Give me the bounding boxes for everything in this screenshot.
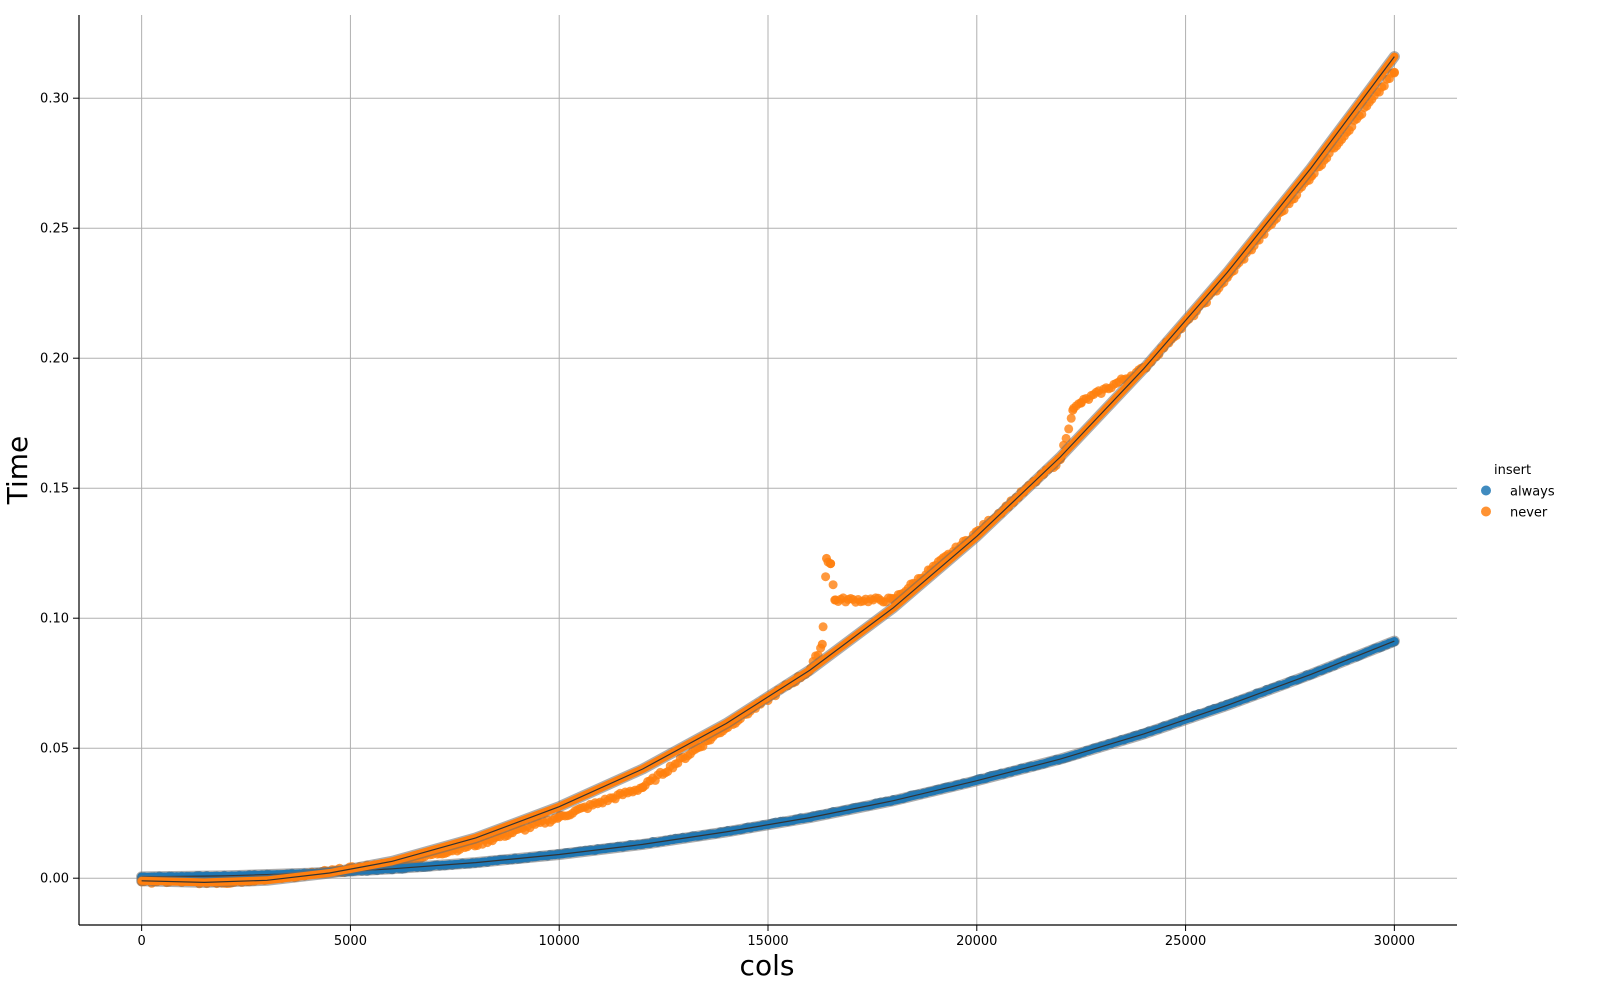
data-point-never xyxy=(830,595,840,605)
y-tick-label: 0.25 xyxy=(40,222,69,237)
legend-marker-never xyxy=(1481,506,1491,517)
legend: insert always never xyxy=(1481,463,1555,521)
y-tick-label: 0.20 xyxy=(40,352,69,367)
data-point-never xyxy=(818,622,828,632)
data-point-never xyxy=(1068,405,1078,415)
y-tick-label: 0.30 xyxy=(40,92,69,107)
legend-marker-always xyxy=(1481,485,1491,496)
y-axis-label: Time xyxy=(1,436,34,506)
y-tick-label: 0.15 xyxy=(40,482,69,497)
x-axis-ticks: 0 5000 10000 15000 20000 25000 30000 xyxy=(137,925,1415,949)
data-point-never xyxy=(828,580,838,590)
x-tick-label: 25000 xyxy=(1165,934,1206,949)
data-point-never xyxy=(1076,397,1086,407)
x-tick-label: 5000 xyxy=(334,934,367,949)
y-tick-label: 0.05 xyxy=(40,742,69,757)
data-point-never xyxy=(821,572,831,582)
legend-item-always: always xyxy=(1481,485,1555,500)
x-tick-label: 15000 xyxy=(747,934,788,949)
x-tick-label: 30000 xyxy=(1374,934,1415,949)
data-point-never xyxy=(1066,413,1076,423)
grid xyxy=(79,15,1457,925)
data-point-never xyxy=(1389,67,1399,77)
legend-title: insert xyxy=(1494,463,1531,478)
fit-lines xyxy=(136,51,1400,888)
x-tick-label: 20000 xyxy=(956,934,997,949)
y-tick-label: 0.00 xyxy=(40,872,69,887)
y-axis-ticks: 0.00 0.05 0.10 0.15 0.20 0.25 0.30 xyxy=(40,92,79,887)
data-point-never xyxy=(1064,424,1074,434)
data-point-never xyxy=(826,559,836,569)
x-axis-label: cols xyxy=(740,949,795,982)
legend-label-always: always xyxy=(1510,485,1555,500)
x-tick-label: 10000 xyxy=(539,934,580,949)
data-point-never xyxy=(638,782,648,792)
x-tick-label: 0 xyxy=(137,934,145,949)
fit-line-never xyxy=(141,56,1395,884)
y-tick-label: 0.10 xyxy=(40,612,69,627)
data-point-never xyxy=(817,639,827,649)
legend-label-never: never xyxy=(1510,506,1548,521)
data-point-never xyxy=(554,812,564,822)
legend-item-never: never xyxy=(1481,506,1548,521)
